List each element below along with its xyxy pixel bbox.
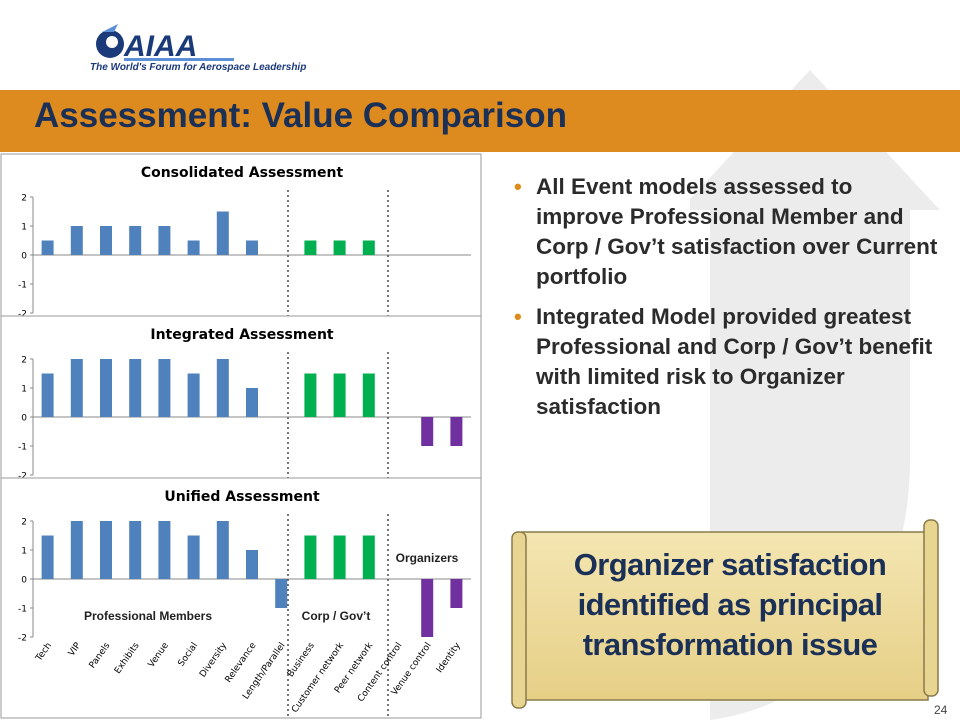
bar [158,521,171,579]
group-label: Professional Members [84,609,212,623]
group-label: Organizers [396,551,459,565]
group-label: Corp / Gov’t [302,609,371,623]
chart-panel [0,477,482,719]
bar [70,521,83,579]
bar [158,359,171,417]
bar [304,373,317,417]
bar [129,226,142,255]
bullet-list: • All Event models assessed to improve Pr… [512,172,942,432]
y-tick-label: -1 [18,443,27,453]
bullet-item: • All Event models assessed to improve Pr… [512,172,942,292]
y-tick-label: -2 [18,472,27,482]
bar [304,240,317,255]
y-tick-label: 0 [21,576,27,586]
bar [362,240,375,255]
bar [246,388,258,417]
y-tick-label: -2 [18,310,27,320]
bar [362,373,375,417]
y-tick-label: 2 [21,194,27,204]
title-bar [0,90,960,152]
page-number: 24 [934,703,948,717]
callout-text: Organizer satisfaction identified as pri… [573,547,887,662]
y-tick-label: -1 [18,281,27,291]
bar [450,579,463,608]
bar [41,373,54,417]
slide-title: Assessment: Value Comparison [34,96,567,135]
bar [450,417,463,446]
bar [421,579,434,637]
bullet-text: All Event models assessed to improve Pro… [536,174,938,289]
bar [100,521,112,579]
bar [304,535,317,579]
bar [333,373,346,417]
assessment-charts: Consolidated Assessment 2 1 0 -1 -2 Integrated… [0,153,482,719]
y-tick-label: 0 [21,414,27,424]
y-tick-label: 0 [21,252,27,262]
bar [275,579,288,608]
bar [187,373,200,417]
bar [70,359,83,417]
bar [100,226,112,255]
bar [246,550,258,579]
bar [70,226,83,255]
chart-title: Unified Assessment [164,489,320,505]
bar [129,359,142,417]
bar [41,535,54,579]
bar [187,535,200,579]
bar [362,535,375,579]
bar [41,240,54,255]
bar [333,535,346,579]
chart-title: Integrated Assessment [150,327,334,343]
y-tick-label: 2 [21,518,27,528]
bar [421,417,434,446]
y-tick-label: 1 [21,547,27,557]
bar [333,240,346,255]
bar [216,521,229,579]
bar [246,240,258,255]
chart-title: Consolidated Assessment [141,165,344,181]
y-tick-label: 2 [21,356,27,366]
bullet-dot-icon: • [514,304,522,329]
logo-tagline: The World's Forum for Aerospace Leadersh… [90,62,307,73]
y-tick-label: -1 [18,605,27,615]
bar [100,359,112,417]
y-tick-label: 1 [21,223,27,233]
bullet-text: Integrated Model provided greatest Profe… [536,304,933,419]
logo-text: AIAA [123,30,197,63]
bar [216,211,229,255]
bullet-dot-icon: • [514,174,522,199]
bar [158,226,171,255]
bullet-item: • Integrated Model provided greatest Prof… [512,302,942,422]
bar [216,359,229,417]
aiaa-logo-icon: AIAA [96,24,234,63]
y-tick-label: -2 [18,634,27,644]
scroll-callout [511,519,939,709]
bar [129,521,142,579]
bar [187,240,200,255]
y-tick-label: 1 [21,385,27,395]
